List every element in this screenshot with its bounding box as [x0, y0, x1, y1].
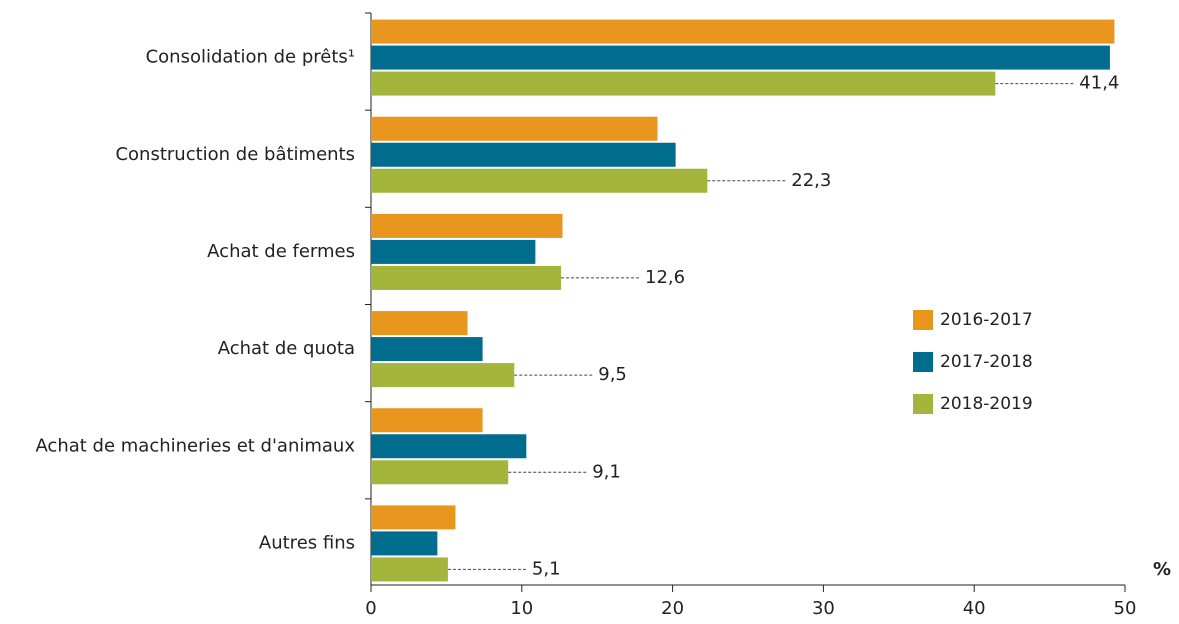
bar	[371, 45, 1110, 70]
bar	[371, 337, 483, 362]
bar	[371, 71, 996, 96]
y-tick-label: Achat de machineries et d'animaux	[35, 435, 355, 456]
bar	[371, 265, 562, 290]
x-axis-label: %	[1153, 559, 1171, 580]
bar	[371, 460, 509, 485]
y-tick-label: Autres fins	[259, 532, 355, 553]
legend-label: 2016-2017	[940, 310, 1033, 330]
x-tick-label: 10	[510, 598, 533, 619]
bar	[371, 19, 1115, 44]
y-tick-label: Construction de bâtiments	[115, 144, 355, 165]
legend-label: 2018-2019	[940, 394, 1033, 414]
legend-swatch	[913, 310, 933, 330]
bar	[371, 142, 676, 167]
value-label: 41,4	[1079, 73, 1119, 94]
bar	[371, 557, 448, 582]
y-tick-label: Achat de fermes	[207, 241, 355, 262]
legend-swatch	[913, 352, 933, 372]
y-tick-label: Consolidation de prêts¹	[146, 47, 355, 68]
x-tick-label: 0	[365, 598, 376, 619]
bar	[371, 531, 438, 556]
legend-swatch	[913, 394, 933, 414]
bar	[371, 168, 708, 193]
value-label: 5,1	[532, 558, 561, 579]
value-label: 12,6	[645, 267, 685, 288]
bar	[371, 239, 536, 264]
bar	[371, 408, 483, 433]
x-tick-label: 30	[812, 598, 835, 619]
value-label: 9,1	[592, 461, 621, 482]
legend-label: 2017-2018	[940, 352, 1033, 372]
x-tick-label: 20	[661, 598, 684, 619]
bar	[371, 311, 468, 336]
bar	[371, 213, 563, 238]
bar	[371, 116, 658, 141]
x-tick-label: 40	[963, 598, 986, 619]
x-tick-label: 50	[1114, 598, 1137, 619]
bar	[371, 505, 456, 530]
value-label: 9,5	[598, 364, 627, 385]
value-label: 22,3	[791, 170, 831, 191]
bar	[371, 363, 515, 388]
bar	[371, 434, 527, 459]
y-tick-label: Achat de quota	[218, 338, 355, 359]
